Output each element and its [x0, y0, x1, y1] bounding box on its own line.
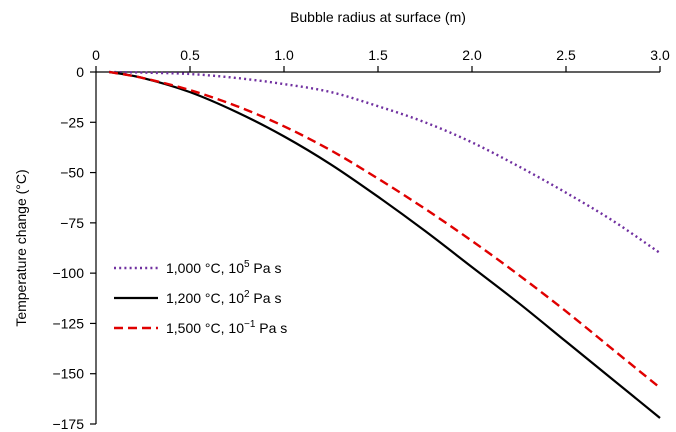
legend-label-0: 1,000 °C, 105 Pa s	[166, 259, 281, 276]
y-axis-title: Temperature change (°C)	[13, 169, 29, 326]
legend: 1,000 °C, 105 Pa s1,200 °C, 102 Pa s1,50…	[114, 259, 287, 336]
legend-label-unit: Pa s	[255, 320, 287, 336]
legend-label-2: 1,500 °C, 10−1 Pa s	[166, 319, 287, 336]
y-tick-label: −175	[52, 416, 84, 432]
x-ticks: 0 0.5 1.0 1.5 2.0 2.5 3.0	[92, 47, 670, 72]
series-lines	[108, 70, 661, 419]
y-tick-label: 0	[76, 64, 84, 80]
legend-label-exponent: 5	[244, 259, 250, 270]
legend-label-temp: 1,200 °C, 10	[166, 290, 244, 306]
x-axis-title: Bubble radius at surface (m)	[290, 9, 466, 25]
series-line-2	[108, 70, 661, 389]
x-tick-label: 0	[92, 47, 100, 63]
legend-label-temp: 1,000 °C, 10	[166, 260, 244, 276]
y-ticks: 0 −25 −50 −75 −100 −125 −150 −175	[52, 64, 96, 432]
legend-label-exponent: 2	[244, 289, 250, 300]
y-tick-label: −25	[60, 114, 84, 130]
x-tick-label: 1.5	[368, 47, 388, 63]
y-tick-label: −150	[52, 366, 84, 382]
y-tick-label: −100	[52, 265, 84, 281]
x-tick-label: 2.5	[556, 47, 576, 63]
legend-label-1: 1,200 °C, 102 Pa s	[166, 289, 281, 306]
x-tick-label: 0.5	[180, 47, 200, 63]
legend-label-exponent: −1	[244, 319, 256, 330]
series-line-1	[108, 70, 661, 419]
series-line-0	[109, 70, 661, 255]
legend-label-temp: 1,500 °C, 10	[166, 320, 244, 336]
legend-label-unit: Pa s	[250, 290, 282, 306]
y-tick-label: −50	[60, 165, 84, 181]
legend-label-unit: Pa s	[250, 260, 282, 276]
x-tick-label: 3.0	[650, 47, 670, 63]
x-tick-label: 2.0	[462, 47, 482, 63]
axes	[95, 71, 660, 424]
x-tick-label: 1.0	[274, 47, 294, 63]
y-tick-label: −125	[52, 315, 84, 331]
y-tick-label: −75	[60, 215, 84, 231]
